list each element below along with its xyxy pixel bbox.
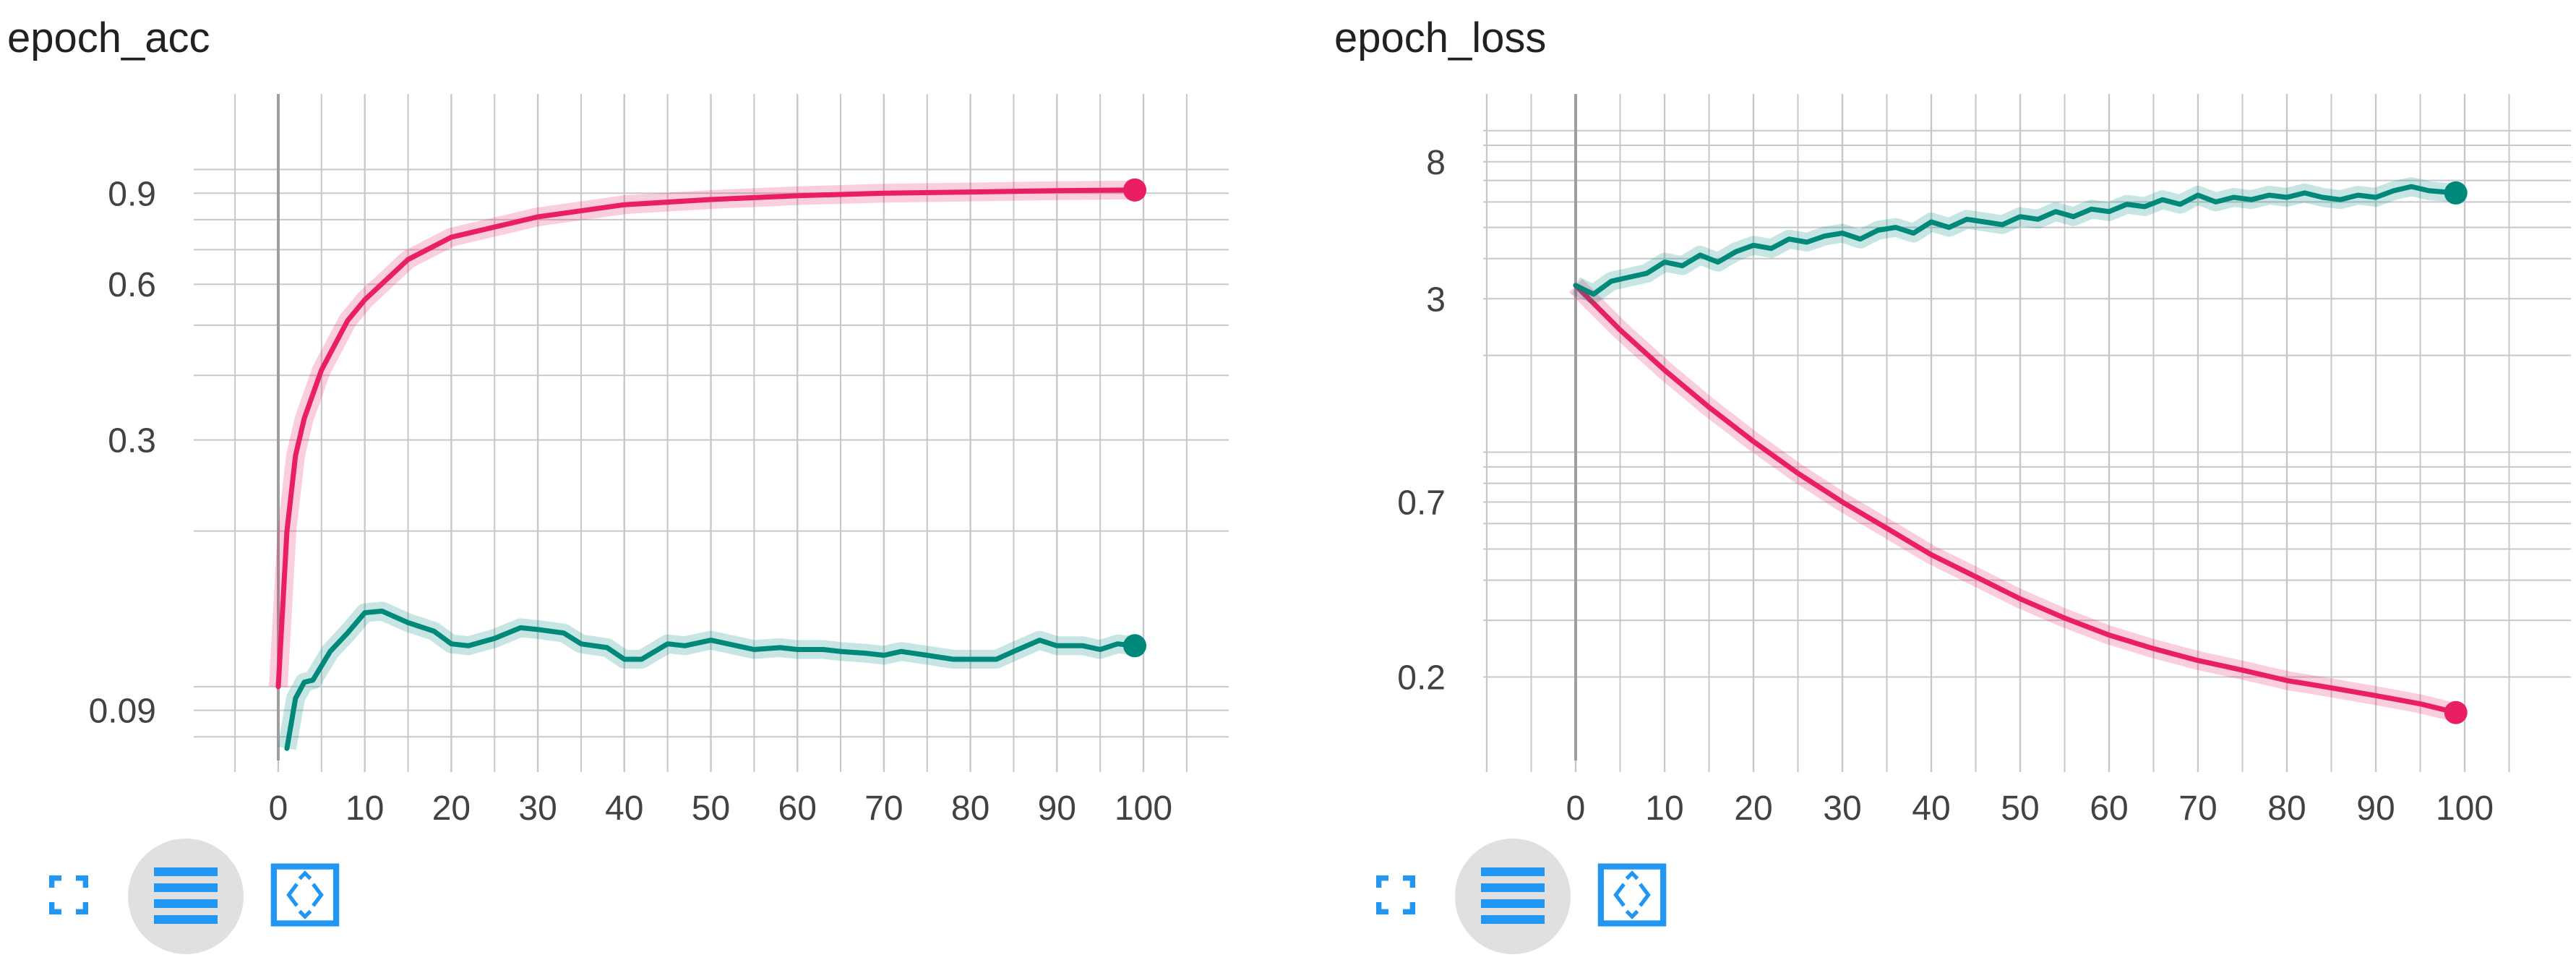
x-tick-label: 30 bbox=[518, 789, 557, 828]
fullscreen-icon bbox=[1367, 866, 1425, 927]
x-tick-label: 70 bbox=[2178, 789, 2217, 828]
series-end-point[interactable] bbox=[1123, 634, 1147, 658]
x-tick-label: 60 bbox=[778, 789, 817, 828]
series-end-point[interactable] bbox=[2444, 181, 2468, 205]
x-tick-label: 40 bbox=[1912, 789, 1950, 828]
x-tick-label: 100 bbox=[2436, 789, 2494, 828]
fit-domain-button[interactable] bbox=[1592, 857, 1672, 936]
x-tick-label: 10 bbox=[1645, 789, 1683, 828]
fullscreen-icon bbox=[40, 866, 98, 927]
y-tick-label: 0.3 bbox=[108, 422, 156, 460]
y-tick-label: 3 bbox=[1426, 280, 1446, 319]
series-end-point[interactable] bbox=[1123, 178, 1147, 202]
x-tick-label: 60 bbox=[2090, 789, 2128, 828]
x-tick-label: 20 bbox=[432, 789, 471, 828]
x-tick-label: 20 bbox=[1734, 789, 1772, 828]
series-line[interactable] bbox=[284, 608, 1138, 751]
chart-card-epoch-acc: epoch_acc 0 10 20 30 40 50 60 70 80 90 100 0.9 0.6 0.… bbox=[0, 0, 1288, 954]
y-tick-label: 8 bbox=[1426, 144, 1446, 182]
series-line[interactable] bbox=[275, 187, 1138, 690]
y-tick-label: 0.9 bbox=[108, 175, 156, 213]
chart-plot-epoch-loss[interactable]: 0 10 20 30 40 50 60 70 80 90 100 8 3 0.7 0.2 bbox=[1288, 0, 2576, 867]
chart-title: epoch_acc bbox=[7, 14, 210, 61]
x-tick-label: 80 bbox=[2267, 789, 2306, 828]
x-tick-label: 90 bbox=[2356, 789, 2395, 828]
series-line[interactable] bbox=[1573, 184, 2459, 297]
expand-button[interactable] bbox=[29, 857, 108, 936]
x-tick-label: 100 bbox=[1115, 789, 1172, 828]
x-tick-label: 40 bbox=[605, 789, 643, 828]
chart-card-epoch-loss: epoch_loss 0 10 20 30 40 50 60 70 80 90 100 8 3 0.7 0.… bbox=[1288, 0, 2576, 973]
x-tick-label: 50 bbox=[2001, 789, 2039, 828]
series-band bbox=[1571, 177, 2457, 304]
fit-domain-icon bbox=[1596, 862, 1668, 931]
chart-title: epoch_loss bbox=[1334, 14, 1547, 61]
x-tick-label: 10 bbox=[345, 789, 384, 828]
expand-button[interactable] bbox=[1356, 857, 1435, 936]
y-tick-label: 0.6 bbox=[108, 266, 156, 304]
fit-domain-icon bbox=[269, 862, 341, 931]
series-end-point[interactable] bbox=[2444, 700, 2468, 724]
y-tick-label: 0.2 bbox=[1397, 659, 1446, 697]
lines-icon bbox=[151, 865, 220, 929]
chart-plot-epoch-acc[interactable]: 0 10 20 30 40 50 60 70 80 90 100 0.9 0.6 0.3 0.09 bbox=[0, 0, 1288, 867]
series-line[interactable] bbox=[1573, 283, 2459, 716]
x-tick-label: 50 bbox=[692, 789, 730, 828]
y-tick-label: 0.09 bbox=[89, 693, 156, 731]
y-tick-label: 0.7 bbox=[1397, 484, 1446, 522]
x-tick-label: 90 bbox=[1038, 789, 1076, 828]
toggle-log-scale-button[interactable] bbox=[1455, 839, 1571, 954]
x-tick-label: 30 bbox=[1823, 789, 1861, 828]
toggle-log-scale-button[interactable] bbox=[128, 839, 244, 954]
lines-icon bbox=[1478, 865, 1547, 929]
x-tick-label: 70 bbox=[864, 789, 903, 828]
series-band bbox=[1568, 278, 2458, 722]
fit-domain-button[interactable] bbox=[265, 857, 345, 936]
x-tick-label: 0 bbox=[269, 789, 288, 828]
x-tick-label: 0 bbox=[1566, 789, 1586, 828]
x-tick-label: 80 bbox=[951, 789, 989, 828]
